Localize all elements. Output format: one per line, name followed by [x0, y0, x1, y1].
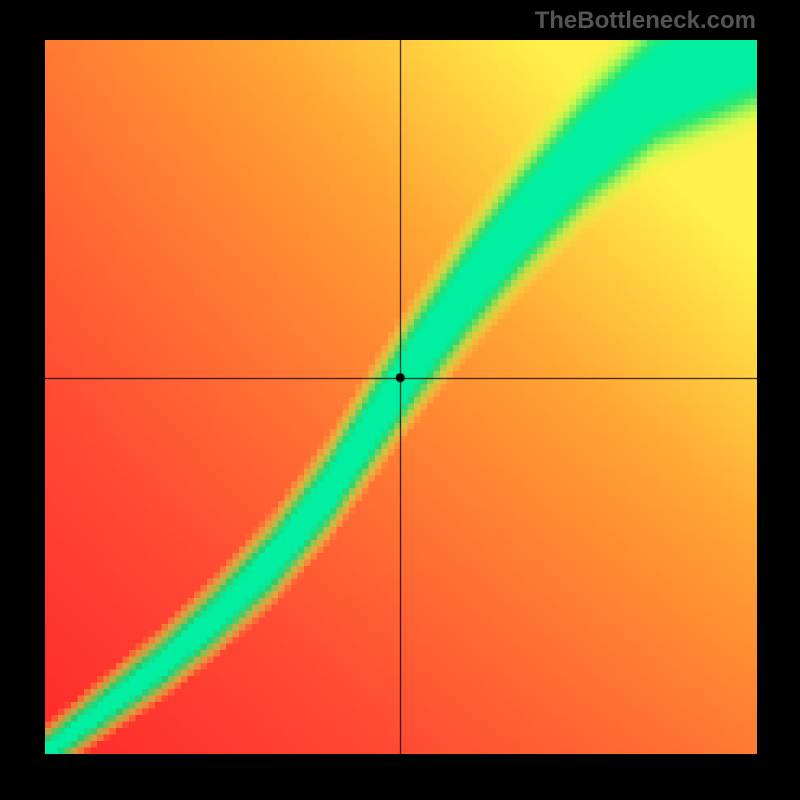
crosshair-overlay — [45, 40, 757, 754]
chart-container: TheBottleneck.com — [0, 0, 800, 800]
watermark-text: TheBottleneck.com — [535, 7, 756, 35]
